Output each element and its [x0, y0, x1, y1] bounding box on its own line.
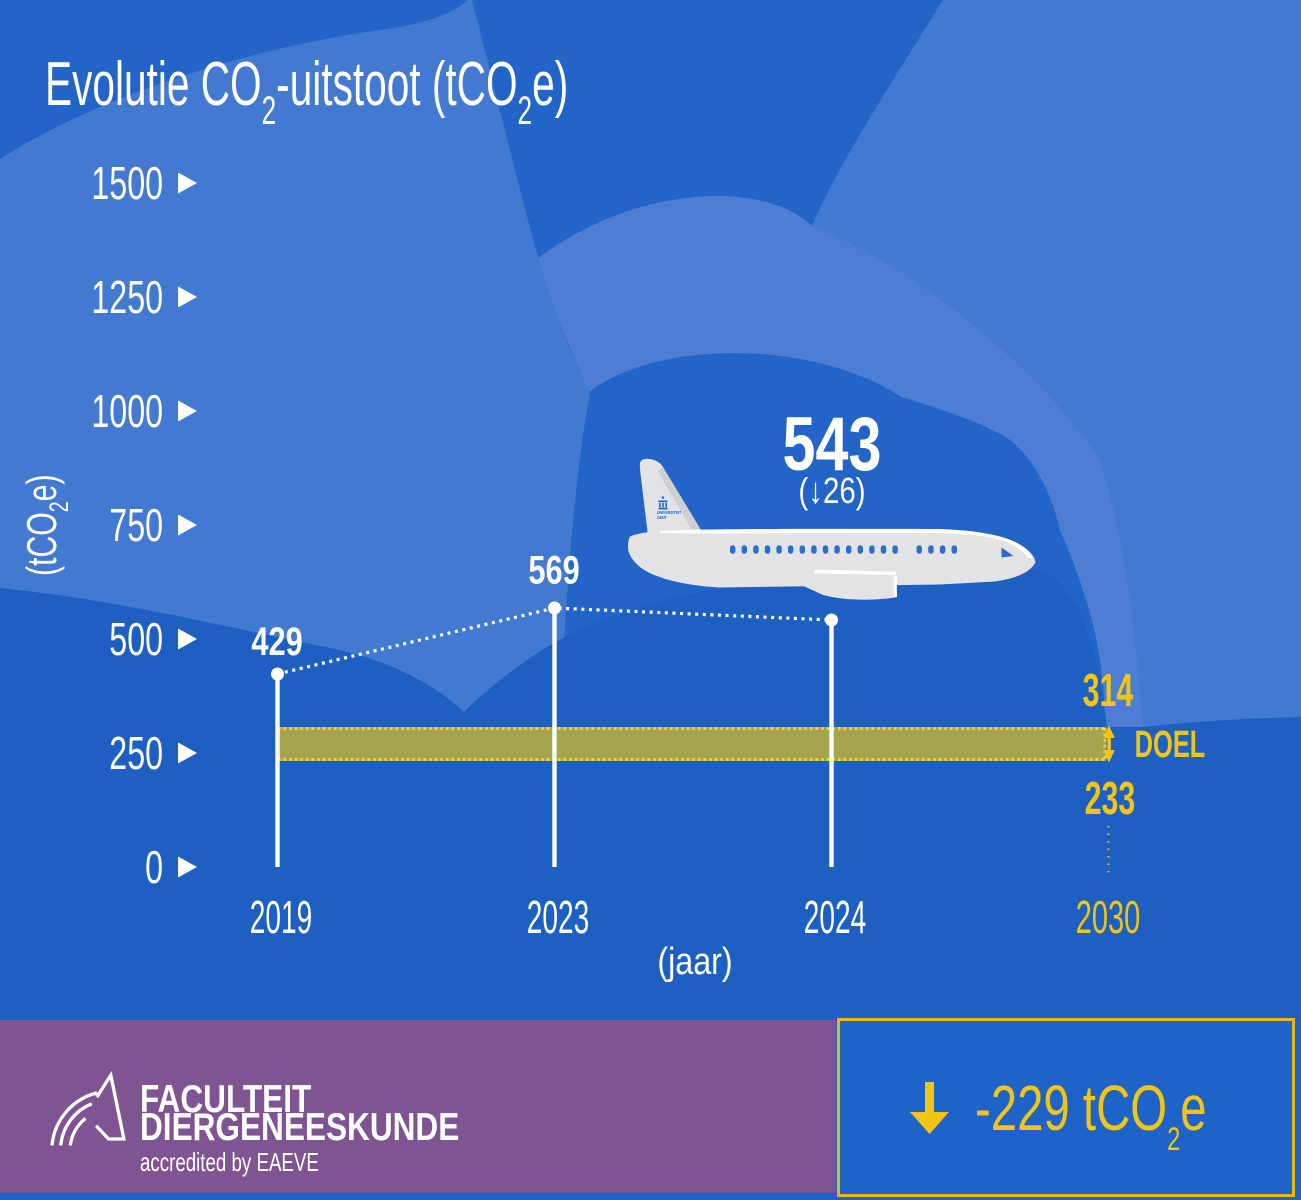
svg-text:750: 750	[109, 500, 163, 551]
svg-text:(tCO2e): (tCO2e)	[18, 474, 74, 576]
svg-text:250: 250	[109, 728, 163, 779]
svg-text:1250: 1250	[91, 272, 163, 323]
svg-text:UNIVERSITEIT: UNIVERSITEIT	[657, 510, 682, 515]
svg-text:500: 500	[109, 614, 163, 665]
svg-text:233: 233	[1085, 774, 1136, 825]
svg-text:543: 543	[783, 402, 882, 487]
svg-text:1000: 1000	[91, 386, 163, 437]
svg-text:1500: 1500	[91, 158, 163, 209]
svg-text:(↓26): (↓26)	[798, 470, 865, 510]
svg-text:DOEL: DOEL	[1135, 723, 1206, 765]
svg-text:429: 429	[251, 619, 302, 664]
svg-text:2019: 2019	[250, 893, 312, 944]
svg-text:(jaar): (jaar)	[657, 941, 732, 983]
svg-text:2023: 2023	[527, 893, 589, 944]
svg-text:569: 569	[528, 548, 579, 593]
svg-text:2024: 2024	[804, 893, 866, 944]
svg-text:0: 0	[145, 842, 163, 893]
svg-text:DIERGENEESKUNDE: DIERGENEESKUNDE	[140, 1105, 459, 1149]
svg-text:GENT: GENT	[657, 515, 667, 520]
svg-text:FACULTEIT: FACULTEIT	[140, 1077, 312, 1121]
svg-text:314: 314	[1083, 666, 1134, 717]
svg-text:2030: 2030	[1076, 892, 1140, 943]
svg-text:accredited by EAEVE: accredited by EAEVE	[140, 1147, 319, 1177]
